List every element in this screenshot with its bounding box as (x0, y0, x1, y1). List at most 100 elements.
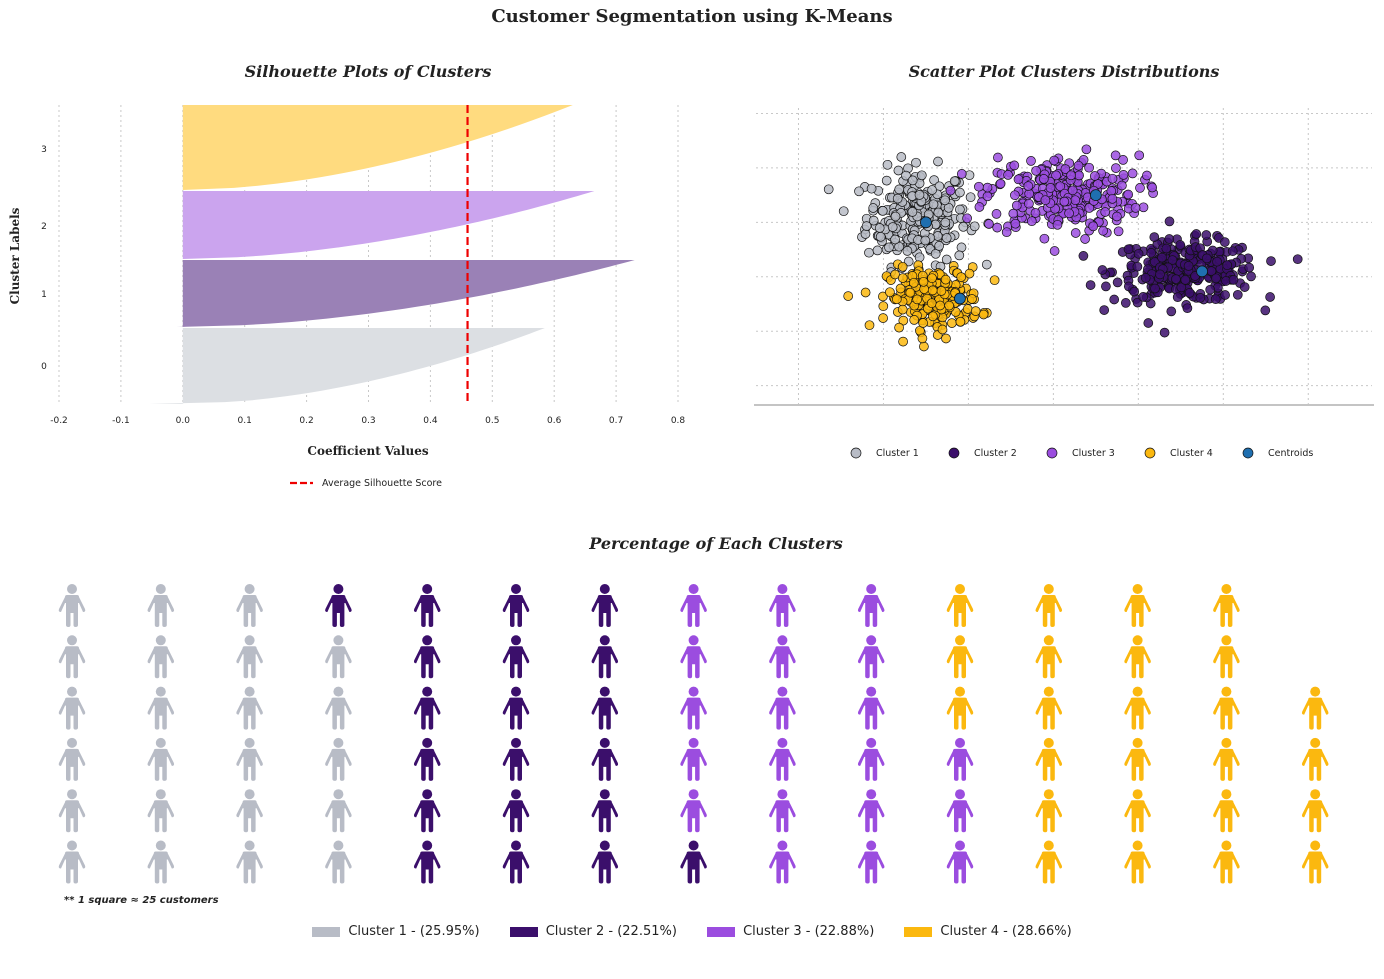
person-icon (413, 635, 441, 679)
scatter-point (1246, 271, 1256, 282)
person-body (857, 800, 885, 833)
scatter-point (989, 275, 1000, 286)
person-icon (1124, 584, 1151, 627)
person-head (244, 789, 255, 800)
scatter-point (912, 294, 923, 305)
person-body (1124, 851, 1151, 884)
scatter-point (1212, 256, 1222, 267)
waffle-legend-item: Cluster 3 - (22.88%) (707, 924, 874, 939)
scatter-point (1201, 230, 1212, 240)
person-body (236, 748, 263, 781)
person-body (591, 800, 619, 833)
person-body (502, 697, 530, 730)
person-head (67, 789, 77, 800)
scatter-point (1099, 305, 1110, 315)
legend-label: Cluster 3 - (22.88%) (743, 924, 875, 939)
person-head (422, 840, 433, 851)
person-icon (325, 635, 352, 679)
person-head (1221, 840, 1232, 851)
person-head (155, 584, 166, 594)
person-body (1124, 646, 1151, 679)
x-tick-label: -0.2 (50, 416, 68, 426)
scatter-point (1260, 305, 1271, 316)
centroid-point (1089, 189, 1102, 202)
person-head (67, 686, 77, 697)
scatter-point (919, 341, 929, 352)
person-body (769, 800, 796, 833)
legend-label: Cluster 4 - (28.66%) (940, 924, 1072, 939)
person-icon (236, 840, 263, 884)
person-body (1301, 748, 1329, 781)
person-icon (325, 789, 352, 833)
person-body (857, 851, 885, 884)
scatter-point (1210, 294, 1221, 305)
scatter-point (893, 165, 904, 176)
person-icon (680, 686, 707, 730)
person-head (422, 686, 433, 697)
person-head (1132, 789, 1143, 800)
person-body (857, 646, 885, 679)
scatter-point (1112, 211, 1122, 222)
person-body (769, 697, 796, 730)
scatter-point (1097, 265, 1108, 275)
person-body (236, 595, 263, 627)
person-icon (502, 789, 530, 833)
person-icon (1213, 686, 1240, 730)
person-head (67, 737, 77, 748)
person-icon (236, 635, 263, 679)
person-head (1221, 584, 1232, 594)
scatter-point (1052, 219, 1063, 230)
scatter-point (1013, 174, 1024, 185)
person-body (58, 646, 86, 679)
person-body (502, 800, 530, 833)
scatter-point (874, 223, 885, 233)
scatter-point (920, 235, 931, 246)
scatter-point (1060, 164, 1071, 174)
scatter-point (1026, 216, 1037, 227)
scatter-point (1070, 228, 1081, 238)
person-body (946, 748, 974, 781)
person-icon (502, 737, 530, 781)
person-body (325, 748, 352, 781)
person-head (333, 737, 344, 748)
x-tick-label: -0.1 (112, 416, 130, 426)
person-body (1124, 800, 1151, 833)
person-head (1132, 635, 1143, 646)
person-body (236, 851, 263, 884)
legend-swatch (312, 926, 341, 937)
scatter-point (1084, 162, 1094, 173)
scatter-point (918, 318, 928, 328)
scatter-point (1130, 203, 1141, 213)
waffle-legend: Cluster 1 - (25.95%) Cluster 2 - (22.51%… (0, 924, 1384, 939)
person-icon (591, 686, 619, 730)
scatter-point (1023, 181, 1034, 191)
person-body (1035, 595, 1063, 627)
person-head (1043, 584, 1054, 594)
person-head (688, 584, 699, 594)
scatter-point (945, 185, 956, 196)
person-head (1043, 840, 1054, 851)
person-head (511, 686, 521, 697)
scatter-point (956, 169, 967, 179)
person-icon (325, 686, 352, 730)
person-head (1221, 635, 1232, 646)
person-icon (1035, 635, 1063, 679)
person-icon (1124, 686, 1151, 730)
person-head (1132, 737, 1143, 748)
x-tick-label: 0.4 (423, 416, 438, 426)
scatter-point (907, 175, 918, 186)
person-icon (58, 789, 86, 833)
person-icon (946, 789, 974, 833)
person-head (955, 635, 965, 646)
scatter-legend-label: Cluster 2 (974, 448, 1017, 459)
scatter-point (1220, 290, 1230, 300)
scatter-point (1098, 225, 1108, 236)
scatter-point (993, 152, 1003, 163)
person-head (866, 635, 877, 646)
person-icon (1124, 840, 1151, 884)
scatter-point (908, 277, 919, 288)
person-icon (769, 737, 796, 781)
person-icon (147, 686, 175, 730)
scatter-point (974, 202, 985, 212)
person-body (680, 800, 707, 833)
